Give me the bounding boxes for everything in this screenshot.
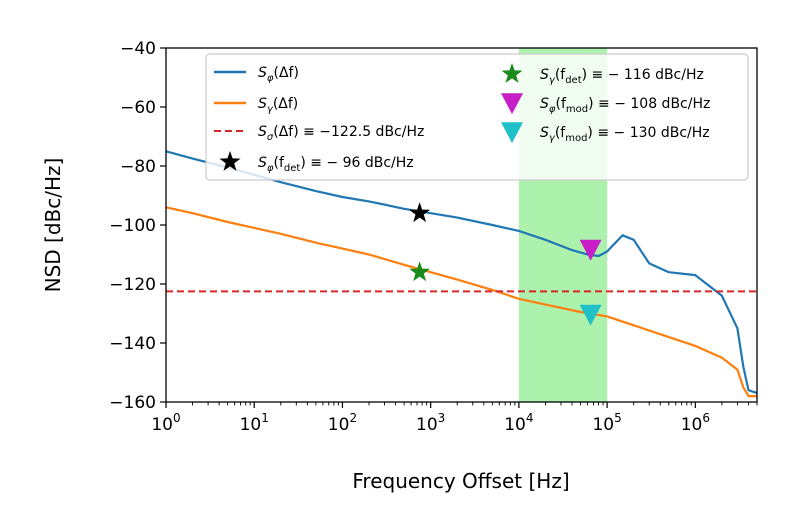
legend-star-r0 — [501, 63, 523, 83]
y-tick-label-1: −60 — [120, 98, 156, 118]
legend-entry-right-1: Sφ(fmod) ≡ − 108 dBc/Hz — [540, 96, 710, 115]
legend-entry-left-3: Sφ(fdet) ≡ − 96 dBc/Hz — [258, 155, 414, 174]
legend-entry-left-2: Sσ(Δf) ≡ −122.5 dBc/Hz — [258, 124, 424, 143]
x-tick-label-0: 100 — [151, 411, 180, 435]
y-axis-label: NSD [dBc/Hz] — [41, 158, 65, 293]
y-tick-label-6: −160 — [109, 393, 156, 413]
marker-triangle-3 — [579, 304, 602, 326]
series-layer — [165, 150, 758, 398]
series-line-0 — [165, 150, 758, 395]
legend-entry-right-0: Sγ(fdet) ≡ − 116 dBc/Hz — [540, 67, 704, 86]
x-tick-label-3: 103 — [416, 411, 445, 435]
marker-triangle-2 — [579, 239, 602, 261]
series-line-1 — [165, 206, 757, 398]
legend-triangle-r1 — [501, 93, 523, 115]
legend-star-l3 — [219, 151, 241, 171]
x-tick-label-2: 102 — [328, 411, 357, 435]
legend-box — [205, 53, 749, 181]
legend-entry-left-1: Sγ(Δf) — [258, 96, 298, 115]
y-tick-label-0: −40 — [120, 39, 156, 59]
y-tick-label-2: −80 — [120, 157, 156, 177]
marker-layer — [409, 202, 602, 326]
marker-star-0 — [409, 202, 431, 223]
legend-entry-left-0: Sφ(Δf) — [258, 65, 299, 84]
x-tick-label-4: 104 — [504, 411, 533, 435]
x-tick-label-1: 101 — [240, 411, 269, 435]
y-tick-label-3: −100 — [109, 216, 156, 236]
y-tick-label-4: −120 — [109, 275, 156, 295]
legend-entry-right-2: Sγ(fmod) ≡ − 130 dBc/Hz — [540, 125, 710, 144]
legend-triangle-r2 — [501, 122, 523, 144]
legend: Sφ(Δf) Sγ(Δf) Sσ(Δf) ≡ −122.5 dBc/Hz Sφ(fde… — [205, 53, 749, 181]
marker-star-1 — [409, 261, 431, 282]
x-tick-label-5: 105 — [592, 411, 621, 435]
x-tick-label-6: 106 — [681, 411, 710, 435]
x-axis-label: Frequency Offset [Hz] — [352, 469, 569, 493]
y-tick-label-5: −140 — [109, 334, 156, 354]
